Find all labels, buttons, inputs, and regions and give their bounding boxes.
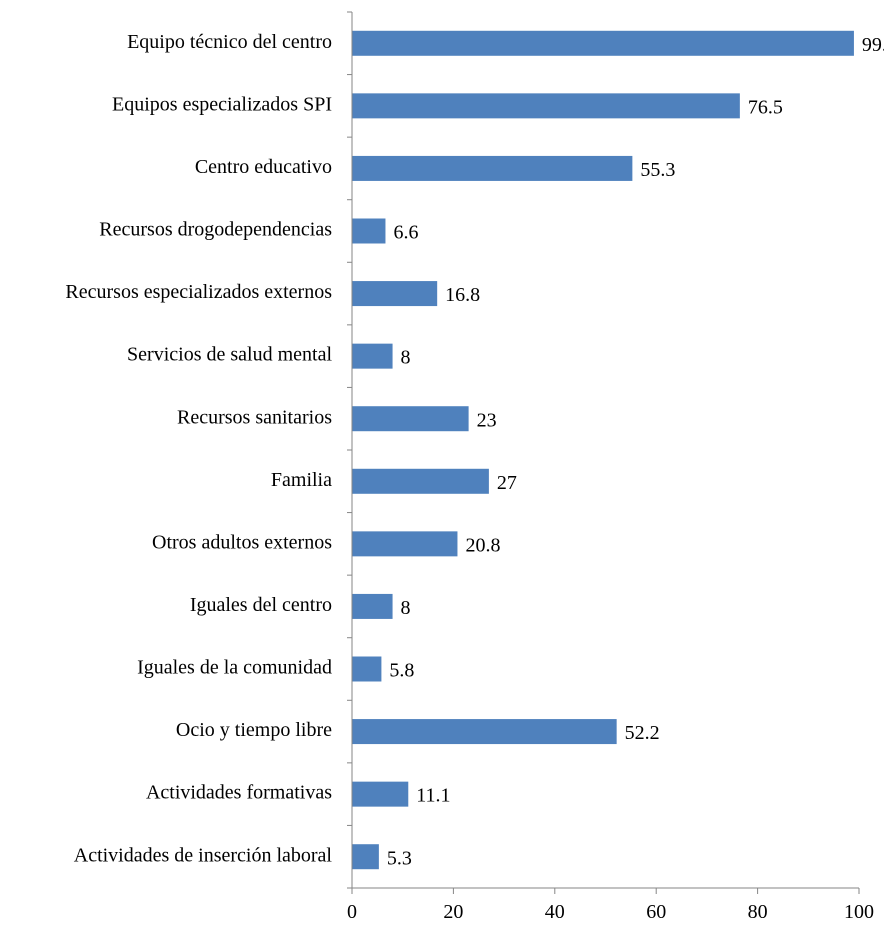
data-label-7: 23 bbox=[477, 409, 497, 431]
data-label-13: 11.1 bbox=[416, 785, 450, 807]
x-tick-label-20: 20 bbox=[443, 901, 463, 923]
x-tick-label-100: 100 bbox=[844, 901, 874, 923]
bar-13 bbox=[352, 781, 409, 807]
x-tick-label-80: 80 bbox=[748, 901, 768, 923]
category-label-13: Actividades formativas bbox=[146, 782, 332, 804]
bar-14 bbox=[352, 844, 379, 870]
bar-1 bbox=[352, 30, 854, 56]
bar-2 bbox=[352, 93, 740, 119]
x-tick-label-60: 60 bbox=[646, 901, 666, 923]
bar-4 bbox=[352, 218, 386, 244]
bar-12 bbox=[352, 719, 617, 745]
category-label-12: Ocio y tiempo libre bbox=[176, 719, 332, 741]
data-label-1: 99. bbox=[862, 34, 884, 56]
category-label-4: Recursos drogodependencias bbox=[99, 219, 332, 241]
data-label-9: 20.8 bbox=[465, 534, 500, 556]
category-label-9: Otros adultos externos bbox=[152, 531, 332, 553]
data-label-14: 5.3 bbox=[387, 847, 412, 869]
bar-9 bbox=[352, 531, 458, 557]
data-label-4: 6.6 bbox=[393, 222, 418, 244]
bar-3 bbox=[352, 155, 633, 181]
bar-8 bbox=[352, 468, 489, 494]
bar-7 bbox=[352, 406, 469, 432]
bar-10 bbox=[352, 593, 393, 619]
bar-11 bbox=[352, 656, 382, 682]
category-label-11: Iguales de la comunidad bbox=[137, 657, 332, 679]
data-label-2: 76.5 bbox=[748, 96, 783, 118]
category-label-6: Servicios de salud mental bbox=[127, 344, 332, 366]
data-label-10: 8 bbox=[401, 597, 411, 619]
data-label-5: 16.8 bbox=[445, 284, 480, 306]
category-label-10: Iguales del centro bbox=[190, 594, 332, 616]
category-label-1: Equipo técnico del centro bbox=[127, 31, 332, 53]
category-label-7: Recursos sanitarios bbox=[177, 406, 332, 428]
category-label-14: Actividades de inserción laboral bbox=[74, 844, 333, 866]
bar-6 bbox=[352, 343, 393, 369]
data-label-8: 27 bbox=[497, 472, 517, 494]
data-label-12: 52.2 bbox=[625, 722, 660, 744]
bar-5 bbox=[352, 281, 438, 307]
x-tick-label-0: 0 bbox=[347, 901, 357, 923]
category-label-3: Centro educativo bbox=[195, 156, 332, 178]
category-label-8: Familia bbox=[271, 469, 332, 491]
x-tick-label-40: 40 bbox=[545, 901, 565, 923]
data-label-11: 5.8 bbox=[389, 660, 414, 682]
data-label-3: 55.3 bbox=[640, 159, 675, 181]
plot-area: Equipo técnico del centro 99. Equipos espe… bbox=[65, 11, 884, 923]
category-label-2: Equipos especializados SPI bbox=[112, 93, 332, 115]
category-label-5: Recursos especializados externos bbox=[65, 281, 332, 303]
data-label-6: 8 bbox=[401, 347, 411, 369]
